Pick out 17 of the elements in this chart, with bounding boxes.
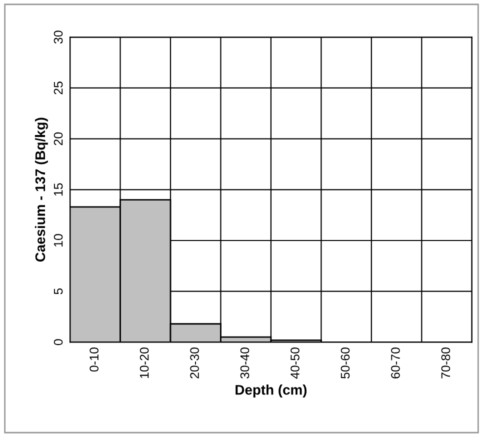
x-tick-label: 40-50 (290, 348, 300, 379)
y-axis-title: Caesium - 137 (Bq/kg) (34, 118, 48, 262)
y-tick-label: 30 (54, 30, 63, 44)
y-tick-label: 15 (54, 183, 63, 196)
x-axis-title: Depth (cm) (236, 384, 307, 398)
x-tick-label: 70-80 (441, 348, 450, 378)
x-tick-label: 0-10 (90, 348, 99, 372)
x-tick-label: 60-70 (391, 348, 400, 378)
x-tick-label: 20-30 (190, 348, 199, 378)
y-tick-label: 25 (54, 82, 63, 94)
y-tick-label: 20 (54, 132, 63, 146)
y-tick-label: 5 (54, 288, 63, 294)
y-tick-label: 10 (54, 234, 63, 246)
x-tick-label: 10-20 (140, 348, 149, 378)
x-tick-label: 30-40 (240, 348, 250, 379)
x-tick-label: 50-60 (340, 348, 350, 378)
y-tick-label: 0 (54, 339, 63, 346)
